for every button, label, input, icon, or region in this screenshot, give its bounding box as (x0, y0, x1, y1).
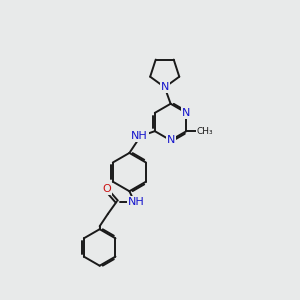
Text: N: N (182, 108, 190, 118)
Text: N: N (167, 135, 175, 145)
Text: NH: NH (128, 196, 144, 206)
Text: CH₃: CH₃ (197, 127, 214, 136)
Text: NH: NH (131, 131, 148, 142)
Text: N: N (160, 82, 169, 92)
Text: O: O (103, 184, 111, 194)
